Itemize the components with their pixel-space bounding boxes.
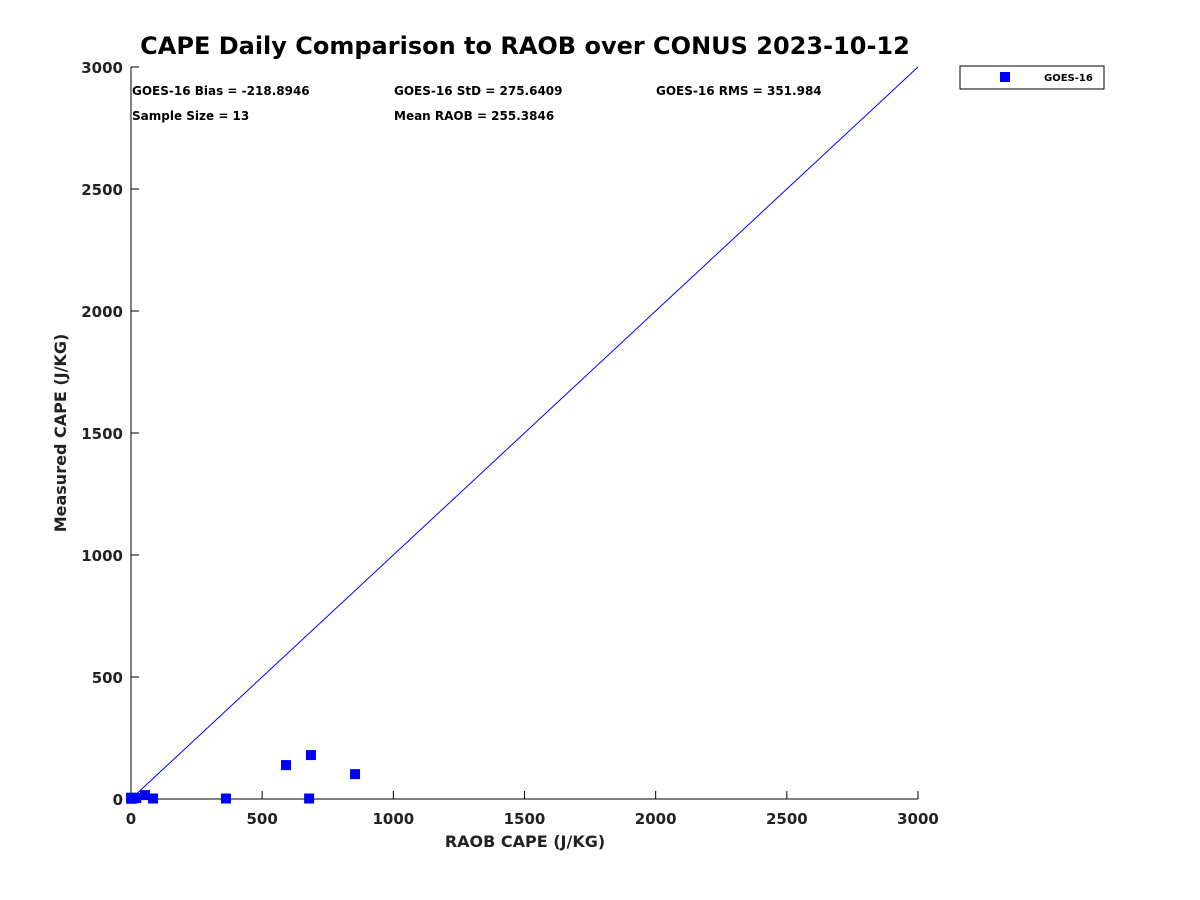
stat-rms: GOES-16 RMS = 351.984	[656, 84, 822, 98]
legend-label: GOES-16	[1044, 73, 1093, 84]
chart-title: CAPE Daily Comparison to RAOB over CONUS…	[140, 32, 910, 60]
x-tick-label: 2500	[766, 810, 808, 828]
legend-marker	[1000, 72, 1010, 82]
y-tick-label: 0	[113, 791, 123, 809]
stat-mean-raob: Mean RAOB = 255.3846	[394, 109, 554, 123]
stat-std: GOES-16 StD = 275.6409	[394, 84, 563, 98]
y-tick-label: 1500	[81, 425, 123, 443]
y-tick-label: 500	[92, 669, 123, 687]
data-point	[281, 760, 292, 771]
x-tick-label: 500	[247, 810, 278, 828]
data-point	[220, 793, 231, 804]
x-tick-label: 0	[126, 810, 136, 828]
x-tick-label: 1000	[372, 810, 414, 828]
y-tick-label: 1000	[81, 547, 123, 565]
y-tick-label: 2500	[81, 181, 123, 199]
y-axis-label: Measured CAPE (J/KG)	[51, 334, 70, 533]
legend-box	[959, 65, 1105, 90]
x-tick-label: 2000	[635, 810, 677, 828]
data-point	[305, 750, 316, 761]
data-point	[350, 769, 361, 780]
data-point	[148, 793, 159, 804]
legend: GOES-16	[959, 65, 1105, 90]
data-point	[304, 793, 315, 804]
data-point	[139, 790, 150, 801]
y-tick-label: 2000	[81, 303, 123, 321]
data-point	[131, 793, 142, 804]
x-axis-label: RAOB CAPE (J/KG)	[445, 832, 605, 851]
stat-bias: GOES-16 Bias = -218.8946	[132, 84, 310, 98]
x-tick-label: 3000	[897, 810, 939, 828]
x-tick-label: 1500	[504, 810, 546, 828]
stat-sample-size: Sample Size = 13	[132, 109, 249, 123]
one-to-one-line	[130, 66, 919, 800]
y-tick-label: 3000	[81, 59, 123, 77]
